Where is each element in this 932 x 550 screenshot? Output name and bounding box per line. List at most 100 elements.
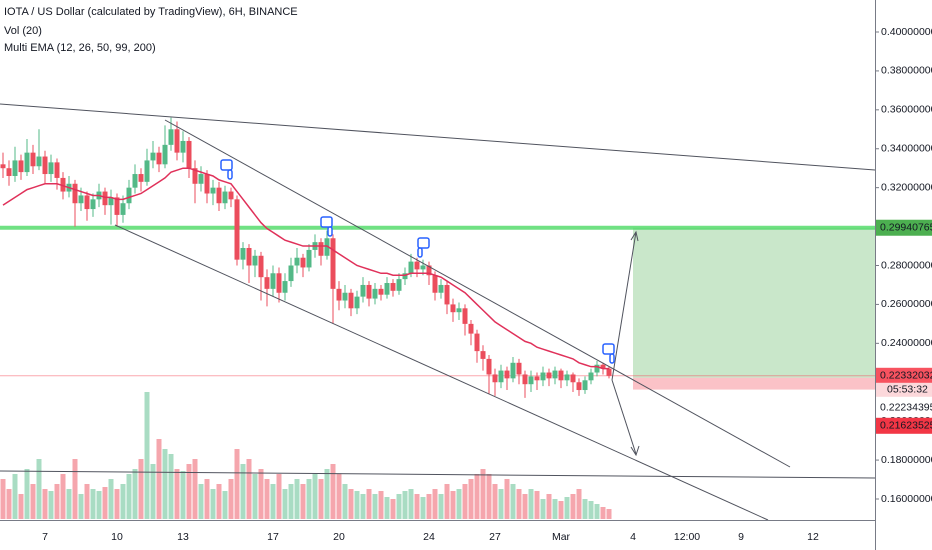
candle-body — [516, 362, 522, 375]
trend-lines — [0, 103, 876, 521]
volume-bar — [384, 497, 390, 519]
candle-body — [390, 283, 396, 291]
volume-bar — [570, 494, 576, 519]
volume-bar — [414, 494, 420, 519]
candle-body — [18, 160, 24, 173]
candles — [0, 117, 612, 398]
volume-bar — [30, 484, 36, 519]
volume-bar — [258, 469, 264, 519]
candle-body — [168, 129, 174, 145]
volume-bar — [372, 494, 378, 519]
volume-bar — [420, 497, 426, 519]
volume-bar — [516, 489, 522, 519]
volume-bar — [162, 449, 168, 519]
volume-bar — [462, 484, 468, 519]
trend-line — [0, 103, 876, 171]
volume-bar — [606, 509, 612, 519]
volume-bar — [24, 469, 30, 519]
trend-line — [164, 119, 791, 468]
candle-body — [222, 191, 228, 204]
hand-icon — [220, 159, 233, 180]
chart-title: IOTA / US Dollar (calculated by TradingV… — [4, 6, 298, 18]
volume-bar — [510, 484, 516, 519]
candle-body — [492, 374, 498, 383]
candle-body — [264, 277, 270, 289]
volume-bar — [36, 459, 42, 519]
volume-bar — [42, 489, 48, 519]
volume-bar — [90, 489, 96, 519]
volume-bar — [486, 474, 492, 519]
y-tick-label: 0.36000000 — [881, 104, 932, 116]
volume-bar — [222, 491, 228, 519]
candle-body — [498, 370, 504, 383]
candle-body — [324, 238, 330, 256]
candle-body — [462, 308, 468, 324]
arrow — [611, 231, 637, 381]
volume-bar — [354, 491, 360, 519]
candle-body — [36, 156, 42, 167]
volume-bar — [264, 479, 270, 519]
candle-body — [582, 380, 588, 391]
candle-body — [240, 247, 246, 260]
volume-bar — [558, 501, 564, 519]
volume-bar — [402, 491, 408, 519]
candle-body — [180, 140, 186, 153]
candle-body — [444, 284, 450, 305]
volume-bar — [546, 494, 552, 519]
volume-bar — [126, 474, 132, 519]
candle-body — [588, 372, 594, 381]
candle-body — [120, 203, 126, 215]
candle-body — [150, 152, 156, 161]
volume-bar — [48, 491, 54, 519]
profit-zone — [633, 227, 875, 378]
y-tick-label: 0.18000000 — [881, 454, 932, 466]
volume-bar — [132, 469, 138, 519]
hand-icons — [220, 159, 615, 364]
candle-body — [474, 333, 480, 352]
candle-body — [198, 174, 204, 184]
candle-body — [480, 351, 486, 359]
candle-body — [84, 195, 90, 210]
volume-bar — [228, 479, 234, 519]
volume-bar — [444, 484, 450, 519]
candle-body — [234, 199, 240, 260]
candle-body — [282, 281, 288, 293]
candle-body — [570, 374, 576, 383]
volume-bar — [408, 489, 414, 519]
volume-bar — [480, 469, 486, 519]
candle-body — [126, 187, 132, 204]
candle-body — [24, 152, 30, 173]
candle-body — [138, 174, 144, 182]
volume-bar — [438, 494, 444, 519]
volume-bar — [396, 494, 402, 519]
candle-body — [402, 273, 408, 280]
volume-bar — [210, 489, 216, 519]
candle-body — [294, 257, 300, 266]
candle-body — [12, 160, 18, 176]
loss-zone — [633, 377, 875, 390]
candle-body — [210, 187, 216, 194]
y-tick-label: 0.16000000 — [881, 493, 932, 505]
candle-body — [606, 368, 612, 376]
candle-body — [468, 323, 474, 334]
y-tick-label: 0.40000000 — [881, 26, 932, 38]
candle-body — [270, 273, 276, 289]
hand-icon — [320, 216, 333, 237]
candle-body — [540, 372, 546, 381]
volume-bar — [582, 499, 588, 519]
volume-bar — [252, 474, 258, 519]
volume-bar — [174, 469, 180, 519]
candle-body — [228, 191, 234, 200]
volume-bar — [54, 484, 60, 519]
x-tick-label: 7 — [42, 531, 48, 543]
x-tick-label: 4 — [630, 531, 636, 543]
volume-bar — [534, 491, 540, 519]
candle-body — [162, 144, 168, 165]
volume-bar — [456, 489, 462, 519]
volume-bar — [156, 439, 162, 519]
candle-body — [594, 364, 600, 373]
volume-bar — [474, 474, 480, 519]
volume-bar — [318, 479, 324, 519]
candle-body — [300, 257, 306, 268]
